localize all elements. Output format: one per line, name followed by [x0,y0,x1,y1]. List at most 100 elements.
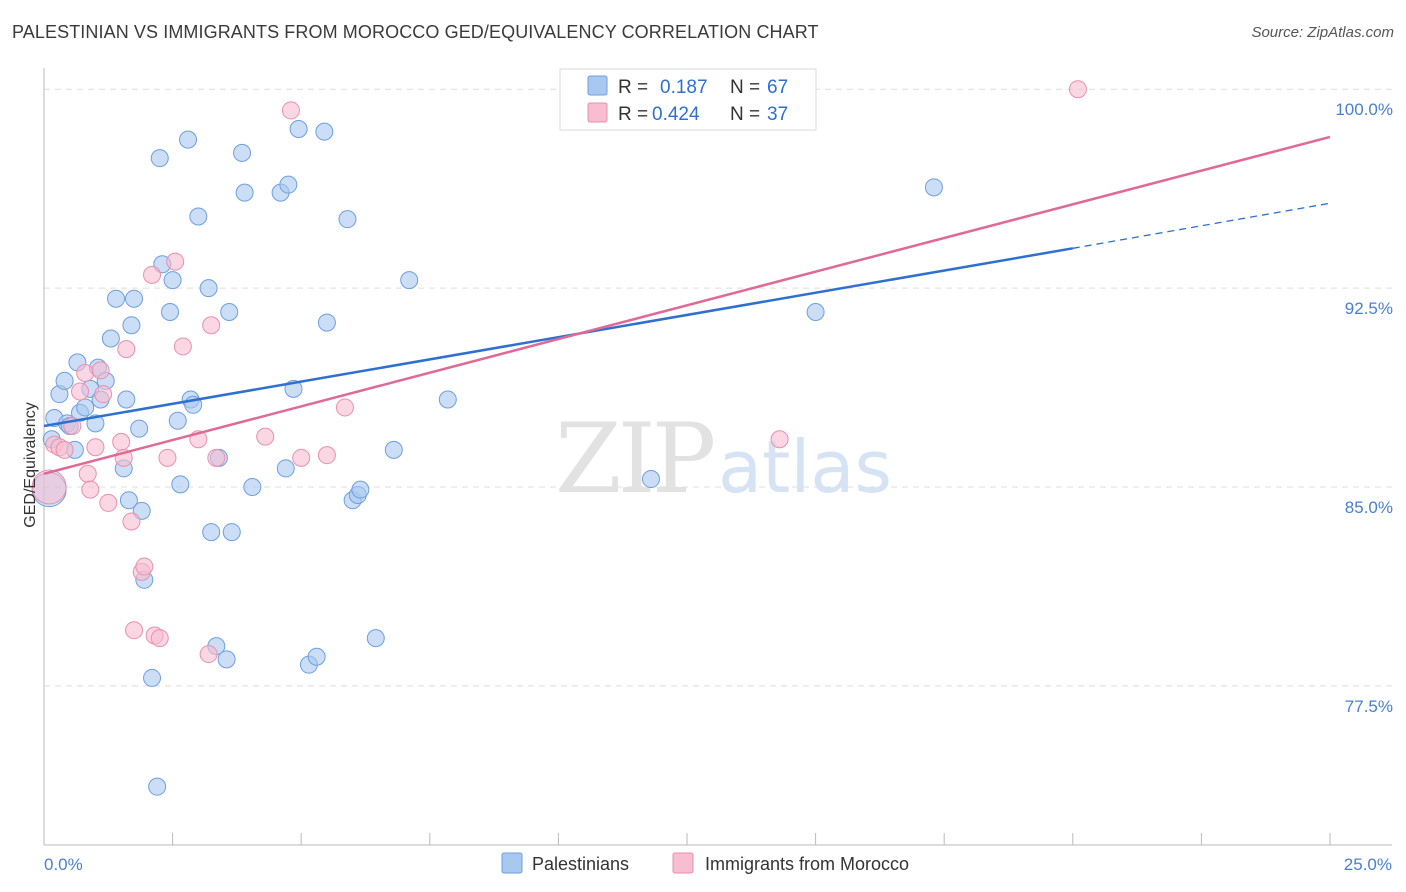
legend-n-value-2: 37 [767,104,788,125]
morocco-point [86,438,105,457]
morocco-point [91,361,110,380]
y-tick-label: 85.0% [1345,498,1393,517]
palestinian-point [400,271,419,290]
x-tick-label: 0.0% [44,855,83,874]
morocco-point [117,340,136,359]
morocco-point [112,432,131,451]
palestinian-point [220,302,239,321]
morocco-point [150,629,169,648]
palestinian-point [199,279,218,298]
legend-r-value-1: 0.187 [660,77,708,98]
morocco-point [173,337,192,356]
palestinian-point [143,668,162,687]
morocco-point [78,464,97,483]
morocco-point [770,430,789,449]
palestinian-point [189,207,208,226]
legend-swatch-pink [587,102,608,123]
x-tick-label: 25.0% [1344,855,1392,874]
morocco-trend-line [43,135,1331,475]
palestinian-point [243,477,262,496]
palestinian-point [217,650,236,669]
data-points [31,80,1087,796]
palestinian-point [438,390,457,409]
morocco-point [99,493,118,512]
watermark: ZIP atlas [555,403,892,515]
palestinian-point [641,470,660,489]
tick-labels: 100.0% 92.5% 85.0% 77.5% 0.0% 25.0% [44,100,1393,874]
morocco-point [94,385,113,404]
palestinian-point [55,371,74,390]
palestinian-point [76,398,95,417]
morocco-point [143,265,162,284]
palestinian-point [317,313,336,332]
palestinian-point [276,459,295,478]
watermark-zip: ZIP [555,403,714,515]
morocco-point [281,101,300,120]
palestinian-point [338,210,357,229]
palestinian-point [163,271,182,290]
bottom-legend-swatch-pink [672,852,694,874]
bottom-legend-swatch-blue [501,852,523,874]
palestinian-point [122,316,141,335]
palestinian-point [289,119,308,138]
palestinian-point [171,475,190,494]
palestinian-point [351,480,370,499]
morocco-point [256,427,275,446]
legend-box: R = 0.187 N = 67 R = 0.424 N = 37 [559,68,817,131]
palestinian-point [366,629,385,648]
morocco-point [199,645,218,664]
morocco-point [122,512,141,531]
palestinian-point [315,122,334,141]
y-tick-label: 92.5% [1345,299,1393,318]
y-axis-label: GED/Equivalency [22,402,39,527]
palestinian-point [806,302,825,321]
morocco-point [317,446,336,465]
chart-title: PALESTINIAN VS IMMIGRANTS FROM MOROCCO G… [12,22,819,42]
morocco-point [207,448,226,467]
legend-r-value-2: 0.424 [652,104,700,125]
palestinian-point [150,149,169,168]
watermark-atlas: atlas [718,425,892,509]
trend-lines [43,135,1331,475]
bottom-legend-label-palestinians: Palestinians [532,854,629,874]
source-note: Source: ZipAtlas.com [1251,24,1394,41]
morocco-point [166,252,185,271]
palestinian-point [202,523,221,542]
morocco-point [31,469,67,505]
morocco-point [335,398,354,417]
morocco-point [202,316,221,335]
palestinian-point [117,390,136,409]
legend-n-label-1: N = [730,77,760,98]
palestinian-point [384,440,403,459]
morocco-point [81,480,100,499]
morocco-point [1068,80,1087,99]
palestinian-trend-extension [1072,202,1331,249]
palestinian-point [233,143,252,162]
palestinian-point [222,523,241,542]
palestinian-point [119,491,138,510]
legend-r-label-2: R = [618,104,648,125]
palestinian-point [161,302,180,321]
morocco-point [125,621,144,640]
y-tick-label: 77.5% [1345,697,1393,716]
morocco-point [135,557,154,576]
bottom-legend: Palestinians Immigrants from Morocco [501,852,909,874]
palestinian-point [101,329,120,348]
morocco-point [158,448,177,467]
palestinian-point [168,411,187,430]
palestinian-point [125,289,144,308]
palestinian-point [179,130,198,149]
palestinian-point [307,647,326,666]
bottom-legend-label-morocco: Immigrants from Morocco [705,854,909,874]
palestinian-point [279,175,298,194]
palestinian-trend-line [43,247,1074,428]
palestinian-point [924,178,943,197]
y-tick-label: 100.0% [1335,100,1393,119]
morocco-point [55,440,74,459]
morocco-point [76,363,95,382]
palestinian-point [130,419,149,438]
legend-n-label-2: N = [730,104,760,125]
axes [43,68,1392,846]
palestinian-point [107,289,126,308]
